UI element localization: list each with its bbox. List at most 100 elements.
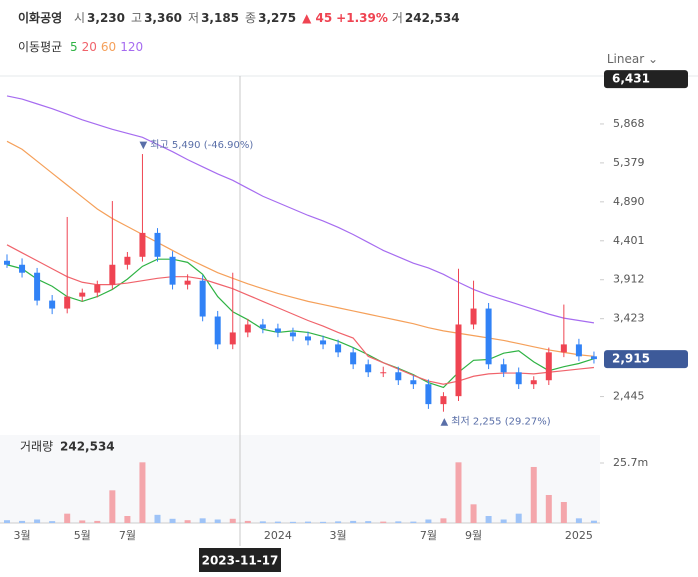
candle-body (154, 232, 161, 257)
candle-body (94, 284, 101, 293)
stat-value: 3,185 (201, 11, 240, 25)
volume-bar (380, 521, 387, 523)
volume-bar (335, 521, 342, 523)
x-tick-label: 7월 (119, 529, 136, 542)
volume-value: 242,534 (404, 11, 460, 25)
candle-body (530, 380, 537, 385)
candle-body (575, 344, 582, 357)
volume-bar (214, 519, 221, 523)
volume-bar (395, 521, 402, 523)
y-tick-label: 3,912 (613, 273, 645, 286)
stat-label: 시 (74, 11, 86, 25)
volume-bar (259, 521, 266, 523)
volume-bar (410, 521, 417, 523)
stat-value: 3,230 (87, 11, 126, 25)
volume-bar (64, 513, 71, 523)
x-tick-label: 2024 (264, 529, 292, 542)
volume-bar (289, 521, 296, 523)
volume-bar (305, 521, 311, 523)
ma-line (6, 258, 595, 389)
candle-body (34, 272, 41, 301)
volume-bar (320, 521, 327, 523)
stock-name: 이화공영 (18, 11, 63, 25)
volume-bar (440, 518, 447, 523)
volume-bar (590, 520, 597, 523)
candle-body (49, 300, 56, 309)
stat-label: 종 (245, 11, 257, 25)
crosshair-date: 2023-11-17 (202, 554, 279, 568)
y-tick-label: 4,401 (613, 234, 645, 247)
x-tick-label: 9월 (465, 529, 482, 542)
volume-bar (455, 462, 462, 523)
volume-title: 거래량 (20, 440, 53, 454)
y-tick-label: 2,445 (613, 390, 645, 403)
ma-line (6, 95, 595, 324)
candle-body (64, 296, 71, 309)
candle-body (244, 324, 251, 333)
candle-body (169, 256, 176, 285)
volume-bar (4, 520, 10, 523)
stat-label: 저 (188, 11, 200, 25)
volume-bar (199, 518, 206, 523)
stat-label: 고 (131, 11, 143, 25)
ma-legend-entry: 20 (81, 40, 97, 54)
ma-line (6, 140, 595, 357)
candle-body (19, 264, 26, 273)
volume-bar (575, 518, 582, 523)
candle-body (124, 256, 131, 265)
volume-total: 242,534 (60, 440, 115, 454)
candle-body (199, 280, 206, 317)
volume-bar (94, 520, 101, 523)
stat-value: 3,275 (258, 11, 297, 25)
volume-bar (545, 494, 552, 523)
candle-body (425, 384, 432, 405)
crosshair-date-box (199, 548, 281, 572)
y-tick-label: 3,423 (613, 312, 645, 325)
candle-body (305, 336, 311, 341)
volume-bar (425, 519, 432, 523)
candle-body (410, 380, 417, 385)
candle-body (214, 316, 221, 345)
volume-bar (470, 504, 477, 523)
volume-bar (365, 521, 372, 523)
volume-bar (19, 520, 26, 523)
candle-body (560, 344, 567, 353)
volume-bar (139, 462, 146, 523)
price-pane (0, 76, 600, 433)
volume-bar (485, 515, 492, 523)
candle-body (395, 372, 402, 381)
candle-body (335, 344, 342, 353)
volume-bar (169, 518, 176, 523)
candle-body (184, 280, 191, 285)
x-tick-label: 7월 (420, 529, 437, 542)
volume-bar (79, 520, 86, 523)
candle-body (485, 308, 492, 365)
annotation: ▲ 최저 2,255 (29.27%) (440, 416, 550, 428)
ma-legend: 이동평균 5 20 60 120 (18, 38, 147, 55)
scale-toggle[interactable]: Linear ⌄ (606, 52, 658, 66)
volume-bar (500, 519, 507, 523)
candle-body (274, 328, 281, 333)
ma-line (6, 244, 595, 385)
volume-bar (124, 515, 131, 523)
volume-bar (515, 513, 522, 523)
change: ▲ 45 (302, 11, 333, 25)
candle-body (320, 340, 327, 345)
x-tick-label: 2025 (565, 529, 593, 542)
candle-body (500, 364, 507, 373)
scale-mode[interactable]: Linear (606, 52, 645, 66)
last-price-box (604, 350, 688, 369)
candle-body (289, 332, 296, 337)
x-tick-label: 3월 (13, 529, 30, 542)
candle-body (515, 372, 522, 385)
candle-body (545, 352, 552, 381)
volume-bar (530, 466, 537, 523)
crosshair-price-box (604, 70, 688, 89)
change-pct: +1.39% (336, 11, 388, 25)
candle-body (470, 308, 477, 325)
volume-label: 거 (391, 11, 403, 25)
crosshair-price: 6,431 (612, 72, 650, 86)
candle-body (229, 332, 236, 345)
last-price: 2,915 (612, 352, 650, 366)
